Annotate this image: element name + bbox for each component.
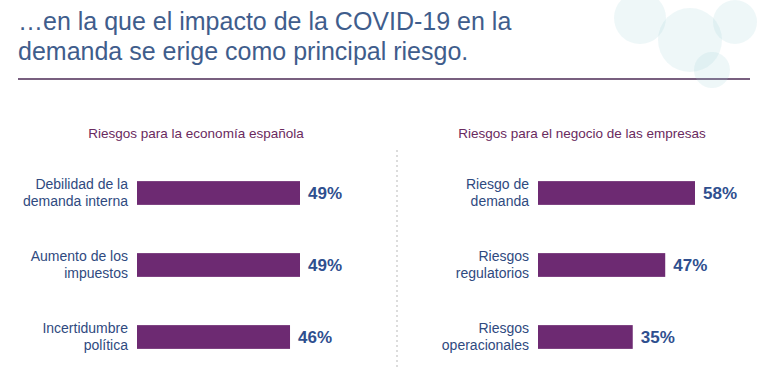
text-line: …en la que el impacto de la COVID-19 en …	[18, 7, 511, 35]
bar	[538, 181, 695, 205]
title-rule	[18, 78, 750, 80]
tick: Riesgosregulatorios	[456, 248, 529, 280]
tick-label: Incertidumbrepolítica	[42, 320, 128, 352]
data-label: 35%	[641, 328, 675, 347]
tick: Debilidad de lademanda interna	[23, 176, 128, 208]
data-label: 46%	[298, 328, 332, 347]
chart: Debilidad de lademanda interna Aumento de…	[23, 176, 342, 352]
tick: Aumento de losimpuestos	[31, 248, 128, 280]
tick-label: Aumento de losimpuestos	[31, 248, 128, 280]
data-labels: 58% 47% 35%	[641, 184, 737, 347]
tick-label: Debilidad de lademanda interna	[23, 176, 128, 208]
text-line: política	[84, 337, 129, 353]
tick-label: Riesgo dedemanda	[466, 176, 529, 208]
tick-label: Riesgosoperacionales	[442, 320, 529, 352]
y-axis: Riesgo dedemandaRiesgosregulatoriosRiesg…	[442, 176, 529, 352]
data-labels: 49% 49% 46%	[298, 184, 342, 347]
data-label: 49%	[308, 184, 342, 203]
page-title: …en la que el impacto de la COVID-19 en …	[18, 7, 511, 65]
text-line: demanda se erige como principal riesgo.	[18, 37, 468, 65]
decoration	[614, 0, 757, 88]
text-line: Debilidad de la	[35, 176, 128, 192]
text-line: Aumento de los	[31, 248, 128, 264]
data-label: 49%	[308, 256, 342, 275]
chart-title: Riesgos para la economía española	[88, 126, 304, 141]
bars	[538, 181, 695, 349]
text-line: regulatorios	[456, 265, 529, 281]
decoration-blob	[694, 52, 730, 88]
bar	[137, 181, 300, 205]
data-label: 47%	[673, 256, 707, 275]
tick: Incertidumbrepolítica	[42, 320, 128, 352]
bar	[538, 325, 633, 349]
y-axis: Debilidad de lademanda interna Aumento de…	[23, 176, 128, 352]
text-line: demanda interna	[23, 193, 128, 209]
bar	[538, 253, 665, 277]
bars	[137, 181, 300, 349]
text-line: Incertidumbre	[42, 320, 128, 336]
text-line: demanda	[471, 193, 530, 209]
text-line: operacionales	[442, 337, 529, 353]
text-line: impuestos	[64, 265, 128, 281]
tick: Riesgo dedemanda	[466, 176, 529, 208]
text-line: Riesgos	[478, 320, 529, 336]
bar	[137, 253, 300, 277]
divider	[397, 150, 398, 368]
decoration-blob	[713, 0, 757, 44]
page: …en la que el impacto de la COVID-19 en …	[0, 0, 767, 368]
text-line: Riesgo de	[466, 176, 529, 192]
tick: Riesgosoperacionales	[442, 320, 529, 352]
tick-label: Riesgosregulatorios	[456, 248, 529, 280]
chart: Riesgo dedemandaRiesgosregulatoriosRiesg…	[442, 176, 737, 352]
data-label: 58%	[703, 184, 737, 203]
text-line: Riesgos	[478, 248, 529, 264]
chart-title: Riesgos para el negocio de las empresas	[458, 126, 706, 141]
bar	[137, 325, 290, 349]
